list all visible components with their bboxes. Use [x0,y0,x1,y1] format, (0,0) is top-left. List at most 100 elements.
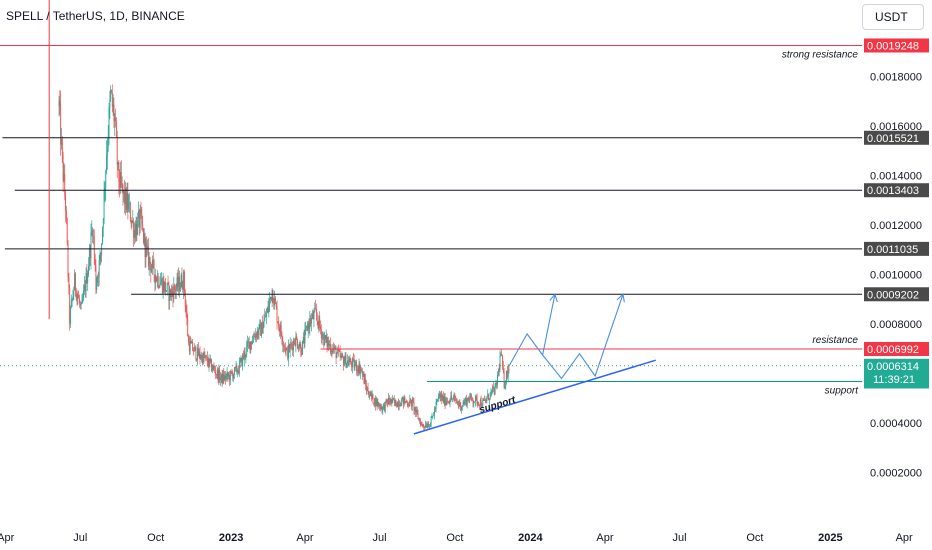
level-price-tag-bg [864,241,929,256]
candle-body [129,203,131,222]
candle-body [235,365,237,368]
candle-body [460,402,462,411]
x-tick-label: Oct [147,532,164,544]
candle-body [206,355,208,357]
candle-body [420,421,421,426]
candle-body [282,341,284,346]
candle-body [332,348,334,353]
candle-body [306,325,308,331]
candle-body [76,294,78,299]
candle-body [179,276,180,291]
candle-body [264,315,266,321]
candle-body [103,189,105,220]
candle-body [92,236,94,238]
candle-body [450,395,452,402]
candle-body [405,401,407,403]
candle-body [317,321,319,328]
candle-body [299,344,301,348]
candle-body [461,405,463,408]
candle-body [410,399,412,401]
candle-body [164,281,166,292]
candle-body [183,271,185,290]
candle-body [156,277,158,282]
candle-body [397,401,399,408]
candle-body [376,399,378,406]
candle-body [286,348,288,350]
candle-body [325,335,327,340]
candle-body [480,399,482,406]
candle-body [409,399,411,406]
candle-body [433,415,435,417]
candle-body [458,404,460,406]
candle-body [397,401,399,407]
level-note: strong resistance [782,49,859,60]
candle-body [389,401,391,404]
candle-body [119,182,121,188]
candle-body [184,292,186,307]
candle-body [447,401,449,402]
candle-body [94,254,96,266]
candle-body [277,321,279,324]
candle-body [336,353,338,359]
candle-body [71,298,73,301]
candle-body [133,229,135,238]
candle-body [474,401,476,403]
candle-body [174,289,176,292]
candle-body [262,326,264,334]
candle-body [163,280,165,292]
candle-body [187,319,189,336]
y-tick-label: 0.0014000 [870,170,922,182]
candle-body [222,373,224,383]
candle-body [143,233,145,243]
candle-body [433,408,435,416]
candle-body [373,403,375,405]
candle-body [88,266,89,275]
candle-body [243,354,244,359]
candle-body [494,385,496,395]
candle-body [361,370,363,375]
candle-body [478,402,480,405]
candle-body [495,383,497,386]
candle-body [483,399,485,401]
candle-body [304,329,306,344]
candle-body [305,327,307,330]
candle-body [338,351,340,352]
candle-body [454,396,456,398]
candle-body [192,341,194,351]
candle-body [419,418,421,422]
y-tick-label: 0.0004000 [870,418,922,430]
candle-body [429,424,431,427]
candle-body [253,336,255,338]
candle-body [438,396,439,399]
currency-button[interactable]: USDT [862,4,924,30]
candle-body [472,399,474,404]
candle-body [258,324,260,335]
candle-body [152,259,154,261]
y-tick-label: 0.0016000 [870,121,922,133]
candle-body [302,340,303,355]
candle-body [64,174,66,196]
candle-body [505,380,507,386]
level-price-tag: 0.0013403 [867,185,919,197]
candle-body [465,398,467,406]
candle-body [420,423,422,426]
candle-body [236,365,238,373]
candle-body [261,322,262,336]
candle-body [122,184,124,194]
candle-body [189,341,191,352]
x-tick-label: Jul [673,532,687,544]
candle-body [496,383,498,385]
candle-body [449,401,451,404]
candle-body [307,322,309,331]
x-tick-label: Oct [446,532,463,544]
candle-body [353,358,355,368]
candle-body [126,193,128,210]
level-price-tag-bg [864,130,929,145]
candle-body [141,213,143,225]
candle-body [283,345,285,347]
candle-body [218,369,220,381]
candle-body [190,341,192,344]
candle-body [369,395,371,397]
candle-body [437,398,439,401]
